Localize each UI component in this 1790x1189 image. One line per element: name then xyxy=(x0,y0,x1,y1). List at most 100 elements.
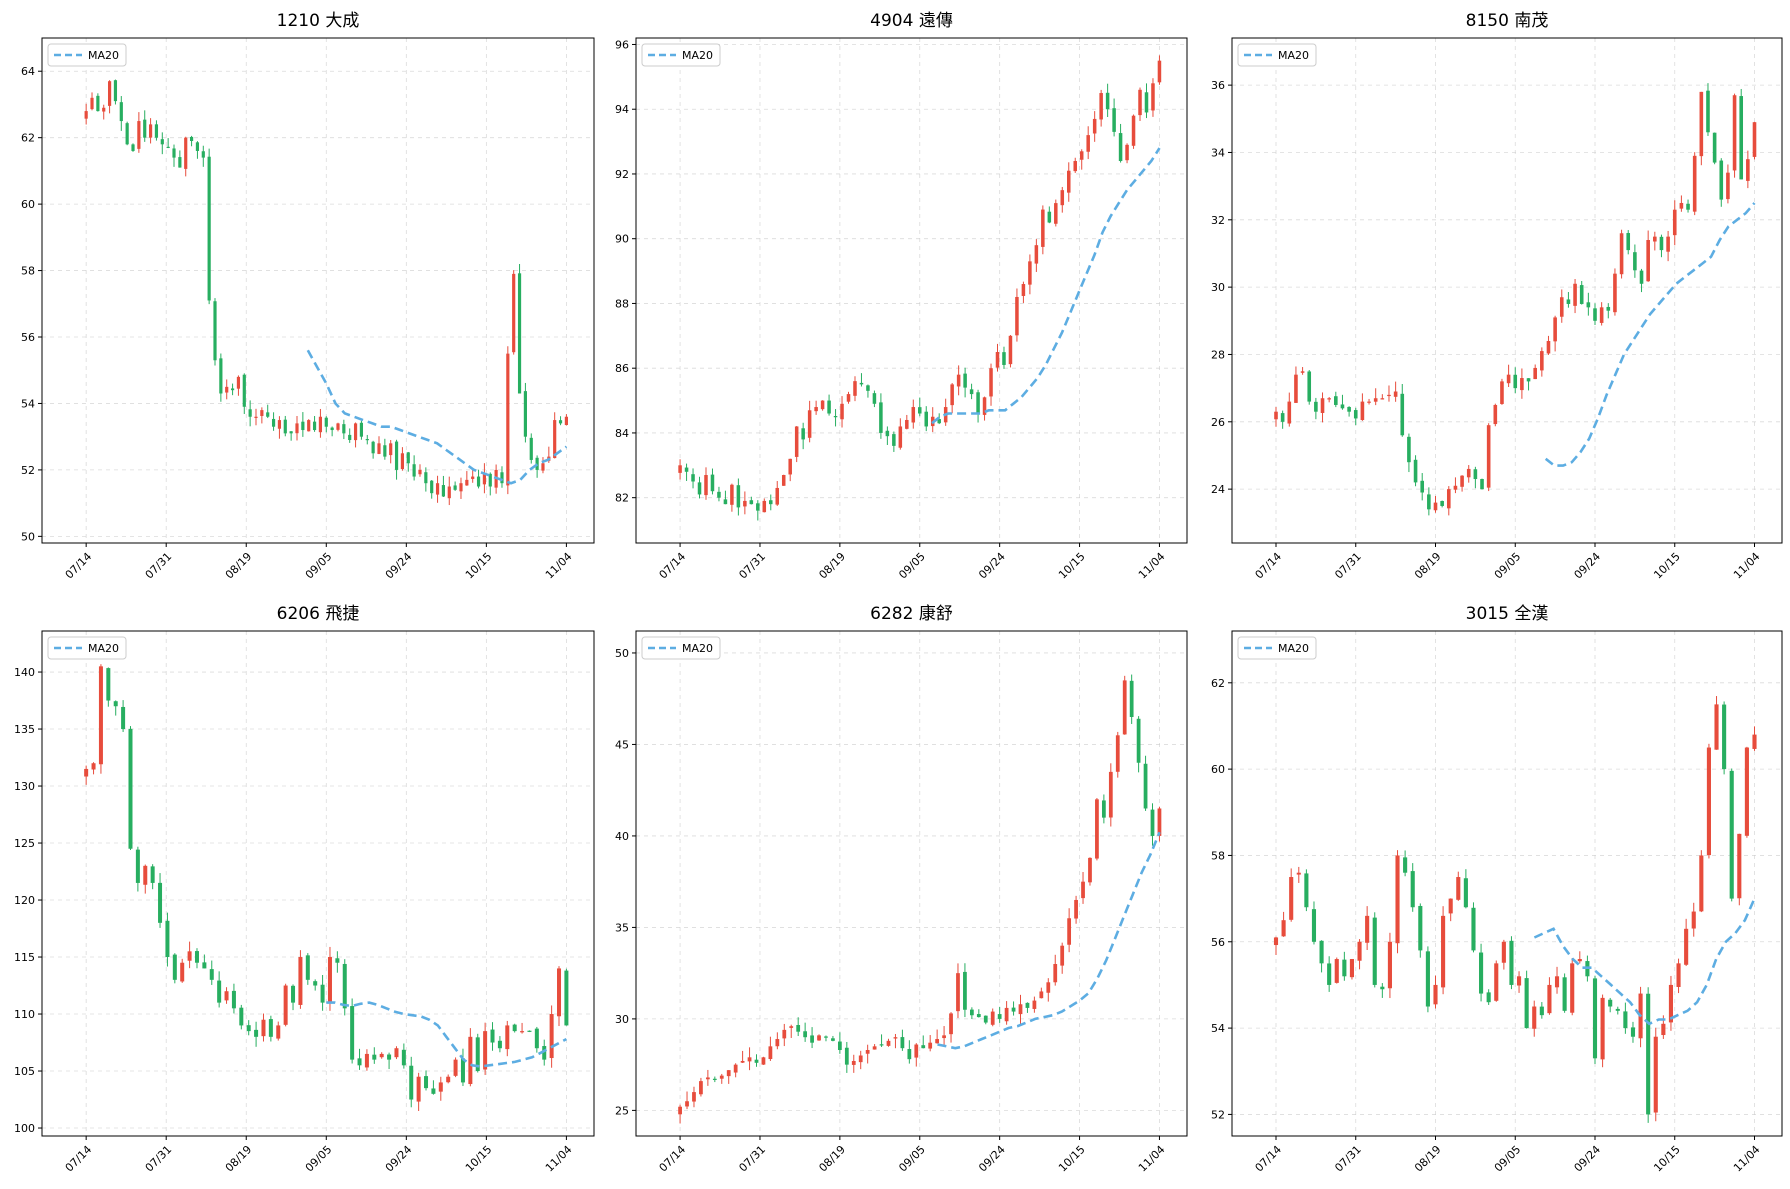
candle-body xyxy=(1002,352,1006,365)
candle-body xyxy=(1706,747,1711,856)
y-tick-label: 50 xyxy=(21,530,35,543)
candle-body xyxy=(324,417,328,427)
candle-body xyxy=(1011,1007,1016,1012)
candle-body xyxy=(1296,872,1301,875)
candle-body xyxy=(833,416,838,418)
candle-body xyxy=(320,984,325,1003)
y-tick-label: 60 xyxy=(21,198,35,211)
candle-body xyxy=(1028,261,1032,285)
candle-body xyxy=(312,421,317,431)
candle-body xyxy=(236,376,241,389)
candle-body xyxy=(730,484,734,505)
candle-body xyxy=(1577,959,1582,962)
candle-body xyxy=(542,1046,547,1060)
y-tick-label: 82 xyxy=(615,492,629,505)
candle-body xyxy=(231,990,236,1009)
candle-body xyxy=(1646,240,1650,282)
candle-body xyxy=(1456,877,1461,900)
candle-body xyxy=(719,1075,724,1079)
x-tick-label: 07/14 xyxy=(63,1143,95,1175)
candle-body xyxy=(1646,993,1651,1115)
candle-body xyxy=(497,1040,502,1049)
candle-body xyxy=(892,434,896,446)
candle-body xyxy=(1367,401,1371,403)
candle-body xyxy=(740,1060,745,1063)
candle-body xyxy=(801,428,805,440)
candle-body xyxy=(283,419,287,434)
candle-body xyxy=(942,1035,946,1039)
candle-body xyxy=(1054,203,1058,224)
x-tick-label: 07/31 xyxy=(736,1143,768,1175)
candle-body xyxy=(202,962,207,969)
candle-body xyxy=(963,373,967,388)
ma20-line xyxy=(326,1001,568,1068)
y-tick-label: 125 xyxy=(14,837,35,850)
candle-body xyxy=(1553,317,1557,342)
candle-body xyxy=(209,969,214,980)
candle-body xyxy=(1334,959,1339,983)
x-tick-label: 09/24 xyxy=(1572,1143,1604,1175)
candle-body xyxy=(1081,881,1085,899)
candle-body xyxy=(1501,941,1506,963)
candle-body xyxy=(840,403,844,420)
y-tick-label: 26 xyxy=(1211,416,1225,429)
candle-body xyxy=(699,1081,703,1095)
candle-body xyxy=(261,1019,266,1037)
candle-body xyxy=(1539,1006,1544,1016)
candle-body xyxy=(1729,770,1734,899)
chart-panel-1: 50 52 54 56 58 60 62 64 07/14 07/31 08/19 09/05 09/2… xyxy=(21,11,595,582)
chart-panel-6: 52 54 56 58 60 62 07/14 07/31 08/19 09/05 09/24 10/… xyxy=(1211,604,1783,1175)
candle-body xyxy=(553,420,557,459)
candle-body xyxy=(924,411,929,427)
candle-body xyxy=(1692,155,1697,212)
candle-body xyxy=(1129,680,1134,717)
candle-body xyxy=(762,500,767,513)
candle-body xyxy=(172,148,176,158)
chart-panel-2: 82 84 86 88 90 92 94 96 07/14 07/31 08/19 09/05 09/2… xyxy=(615,11,1188,582)
candle-body xyxy=(1373,398,1378,402)
candle-body xyxy=(195,142,200,151)
candle-body xyxy=(963,971,967,1010)
candle-body xyxy=(995,352,1000,368)
candle-body xyxy=(254,416,258,418)
candle-body xyxy=(135,849,140,883)
candle-body xyxy=(1314,401,1318,412)
legend: MA20 xyxy=(1237,636,1317,660)
chart-title: 1210 大成 xyxy=(277,11,360,31)
y-tick-label: 54 xyxy=(21,397,35,410)
candle-body xyxy=(1676,963,1681,987)
candle-body xyxy=(893,1037,898,1039)
candle-body xyxy=(1294,374,1298,403)
candle-body xyxy=(172,954,177,980)
candle-body xyxy=(1714,704,1719,750)
candle-body xyxy=(490,1029,495,1043)
legend-label: MA20 xyxy=(88,49,119,62)
candle-body xyxy=(1619,233,1624,275)
y-tick-label: 120 xyxy=(14,894,35,907)
candle-body xyxy=(1101,800,1106,818)
candle-body xyxy=(1600,997,1605,1060)
legend-box xyxy=(641,636,721,660)
candle-body xyxy=(1520,378,1524,391)
candle-body xyxy=(1039,991,1044,999)
candle-body xyxy=(348,434,352,441)
candle-body xyxy=(844,1047,849,1065)
candle-body xyxy=(1287,401,1292,424)
candle-body xyxy=(505,1025,510,1050)
candle-body xyxy=(1448,898,1453,914)
candle-body xyxy=(803,1031,808,1038)
y-tick-label: 25 xyxy=(615,1104,629,1117)
candle-body xyxy=(1659,236,1664,251)
candle-body xyxy=(84,768,89,777)
y-tick-label: 64 xyxy=(21,65,35,78)
candle-body xyxy=(166,146,170,149)
candle-body xyxy=(1380,398,1385,400)
candle-body xyxy=(529,437,533,460)
candle-body xyxy=(1108,771,1113,818)
candle-body xyxy=(782,1029,787,1039)
candle-body xyxy=(564,416,568,426)
candle-body xyxy=(1752,734,1757,749)
candle-body xyxy=(418,469,422,475)
candle-body xyxy=(1157,808,1162,836)
candle-body xyxy=(113,80,118,102)
